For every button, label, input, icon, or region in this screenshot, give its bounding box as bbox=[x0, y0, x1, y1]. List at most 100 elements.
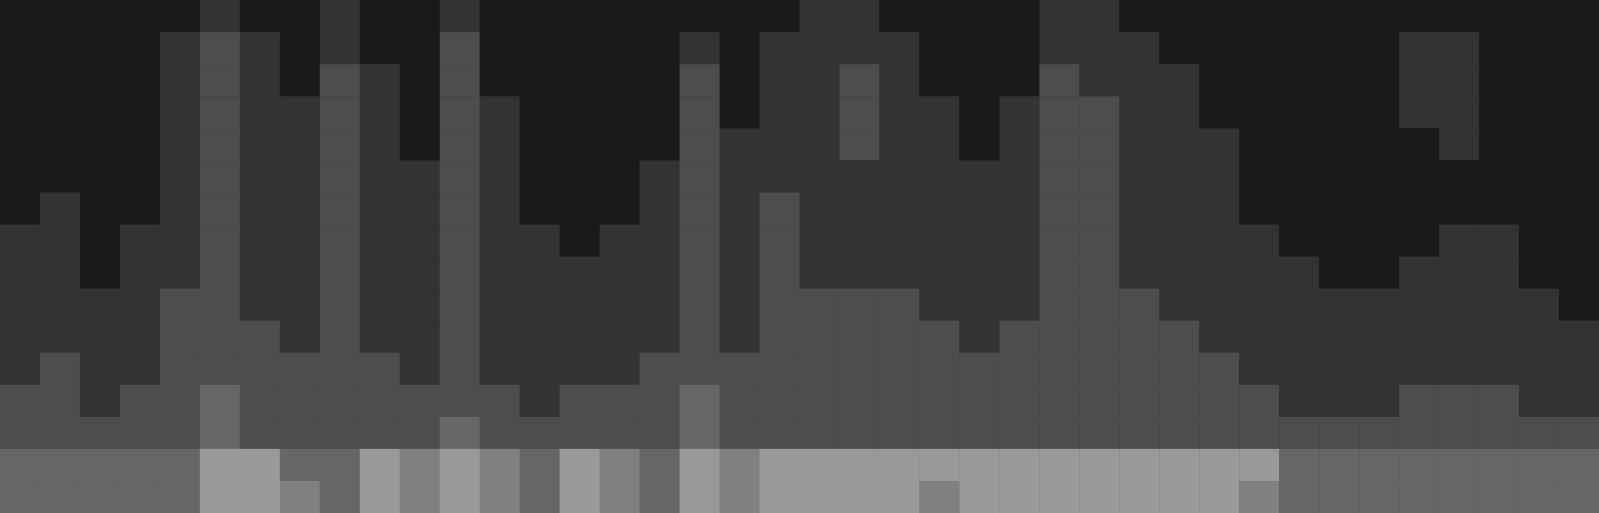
cell bbox=[160, 0, 200, 33]
cell bbox=[760, 481, 800, 513]
cell bbox=[999, 449, 1039, 482]
cell bbox=[1559, 417, 1599, 450]
cell bbox=[959, 96, 999, 129]
cell bbox=[1439, 224, 1479, 257]
cell bbox=[1319, 385, 1359, 418]
cell bbox=[520, 32, 560, 65]
cell bbox=[720, 32, 760, 65]
cell bbox=[200, 64, 240, 97]
cell bbox=[959, 64, 999, 97]
cell bbox=[1079, 417, 1119, 450]
cell bbox=[1559, 289, 1599, 322]
cell bbox=[1119, 128, 1159, 161]
cell bbox=[919, 160, 959, 193]
cell bbox=[1359, 385, 1399, 418]
cell bbox=[320, 192, 360, 225]
cell bbox=[440, 0, 480, 33]
cell bbox=[40, 257, 80, 290]
cell bbox=[1479, 192, 1519, 225]
cell bbox=[760, 257, 800, 290]
cell bbox=[200, 257, 240, 290]
cell bbox=[879, 224, 919, 257]
cell bbox=[80, 449, 120, 482]
cell bbox=[320, 64, 360, 97]
cell bbox=[200, 289, 240, 322]
cell bbox=[1159, 0, 1199, 33]
cell bbox=[1359, 449, 1399, 482]
cell bbox=[1399, 224, 1439, 257]
cell bbox=[1239, 160, 1279, 193]
cell bbox=[440, 64, 480, 97]
cell bbox=[839, 96, 879, 129]
cell bbox=[520, 64, 560, 97]
cell bbox=[1239, 32, 1279, 65]
cell bbox=[879, 353, 919, 386]
cell bbox=[120, 32, 160, 65]
cell bbox=[1199, 289, 1239, 322]
cell bbox=[1319, 481, 1359, 513]
cell bbox=[800, 385, 840, 418]
cell bbox=[839, 192, 879, 225]
cell bbox=[1199, 257, 1239, 290]
cell bbox=[879, 481, 919, 513]
cell bbox=[400, 96, 440, 129]
cell bbox=[240, 289, 280, 322]
cell bbox=[879, 257, 919, 290]
cell bbox=[680, 481, 720, 513]
cell bbox=[1319, 417, 1359, 450]
cell bbox=[160, 321, 200, 354]
cell bbox=[999, 481, 1039, 513]
cell bbox=[440, 385, 480, 418]
cell bbox=[1279, 224, 1319, 257]
cell bbox=[280, 64, 320, 97]
cell bbox=[560, 257, 600, 290]
cell bbox=[640, 449, 680, 482]
cell bbox=[1079, 64, 1119, 97]
cell bbox=[1319, 289, 1359, 322]
cell bbox=[1359, 257, 1399, 290]
cell bbox=[1399, 96, 1439, 129]
cell bbox=[480, 417, 520, 450]
cell bbox=[480, 449, 520, 482]
cell bbox=[1159, 417, 1199, 450]
cell bbox=[40, 160, 80, 193]
cell bbox=[1039, 353, 1079, 386]
cell bbox=[160, 289, 200, 322]
cell bbox=[40, 192, 80, 225]
cell bbox=[720, 353, 760, 386]
cell bbox=[440, 32, 480, 65]
cell bbox=[280, 224, 320, 257]
cell bbox=[200, 385, 240, 418]
cell bbox=[360, 481, 400, 513]
cell bbox=[1279, 353, 1319, 386]
cell bbox=[600, 32, 640, 65]
cell bbox=[760, 128, 800, 161]
cell bbox=[999, 224, 1039, 257]
cell bbox=[760, 224, 800, 257]
cell bbox=[1439, 128, 1479, 161]
cell bbox=[480, 192, 520, 225]
cell bbox=[1119, 224, 1159, 257]
cell bbox=[440, 481, 480, 513]
cell bbox=[600, 481, 640, 513]
cell bbox=[200, 160, 240, 193]
cell bbox=[320, 32, 360, 65]
cell bbox=[1519, 353, 1559, 386]
cell bbox=[480, 481, 520, 513]
cell bbox=[160, 417, 200, 450]
cell bbox=[1279, 449, 1319, 482]
cell bbox=[1159, 192, 1199, 225]
cell bbox=[560, 289, 600, 322]
cell bbox=[1239, 353, 1279, 386]
cell bbox=[400, 160, 440, 193]
cell bbox=[879, 0, 919, 33]
cell bbox=[600, 449, 640, 482]
cell bbox=[1359, 417, 1399, 450]
cell bbox=[1559, 353, 1599, 386]
cell bbox=[1279, 417, 1319, 450]
cell bbox=[1159, 449, 1199, 482]
cell bbox=[999, 192, 1039, 225]
cell bbox=[1439, 417, 1479, 450]
cell bbox=[640, 64, 680, 97]
cell bbox=[120, 385, 160, 418]
